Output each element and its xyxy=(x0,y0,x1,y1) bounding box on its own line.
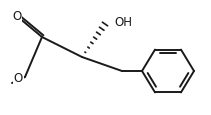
Text: O: O xyxy=(12,10,22,23)
Text: OH: OH xyxy=(114,16,132,29)
Text: O: O xyxy=(14,72,23,85)
